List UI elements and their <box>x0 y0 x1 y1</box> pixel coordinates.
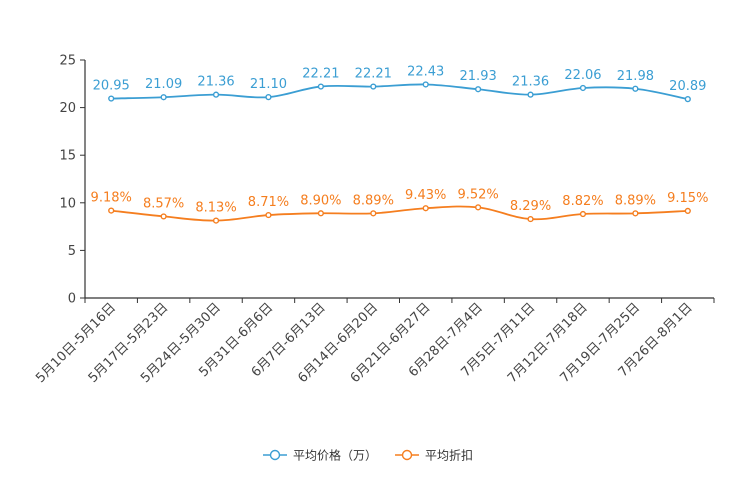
y-tick-label: 5 <box>68 244 76 259</box>
y-tick-label: 0 <box>68 292 76 307</box>
y-tick-label: 25 <box>59 54 76 69</box>
legend-item-1[interactable]: 平均价格（万） <box>263 448 377 463</box>
legend-label: 平均价格（万） <box>293 448 377 463</box>
legend-label: 平均折扣 <box>425 448 473 463</box>
data-label: 22.21 <box>302 67 339 82</box>
data-point[interactable] <box>684 207 691 214</box>
data-point[interactable] <box>475 204 482 211</box>
data-label: 8.82% <box>562 194 603 209</box>
data-label: 21.36 <box>512 75 549 90</box>
legend[interactable]: 平均价格（万） 平均折扣 <box>263 448 473 463</box>
data-point[interactable] <box>422 81 429 88</box>
data-point[interactable] <box>579 210 587 218</box>
data-label: 21.98 <box>617 69 654 84</box>
data-point[interactable] <box>317 210 324 217</box>
data-label: 8.90% <box>300 193 341 208</box>
data-label: 8.57% <box>143 196 184 211</box>
legend-marker-icon <box>401 449 413 461</box>
y-tick-label: 20 <box>59 101 76 116</box>
y-tick-label: 10 <box>59 196 76 211</box>
data-label: 22.21 <box>355 67 392 82</box>
series-layer: 20.95 21.09 21.36 21.10 22.21 22.21 22.43 21.93… <box>91 64 708 224</box>
data-point[interactable] <box>212 91 220 98</box>
data-label: 21.36 <box>197 75 234 90</box>
data-label: 21.10 <box>250 77 287 92</box>
series-1: 20.95 21.09 21.36 21.10 22.21 22.21 22.43 21.93… <box>93 64 706 103</box>
series-line <box>111 83 688 101</box>
legend-marker-icon <box>269 449 281 461</box>
data-point[interactable] <box>160 213 167 220</box>
data-label: 8.71% <box>248 195 289 210</box>
data-point[interactable] <box>475 86 482 93</box>
y-tick-label: 15 <box>59 149 76 164</box>
data-point[interactable] <box>632 210 639 217</box>
data-label: 21.93 <box>460 69 497 84</box>
legend-item-2[interactable]: 平均折扣 <box>395 448 473 463</box>
data-label: 8.29% <box>510 199 551 214</box>
series-line <box>111 205 688 222</box>
data-point[interactable] <box>317 83 324 90</box>
data-label: 9.18% <box>91 191 132 206</box>
data-label: 21.09 <box>145 77 182 92</box>
data-label: 9.15% <box>667 191 708 206</box>
data-label: 20.95 <box>93 79 130 94</box>
data-point[interactable] <box>108 207 115 214</box>
data-point[interactable] <box>265 211 272 219</box>
data-label: 8.89% <box>353 193 394 208</box>
data-point[interactable] <box>632 85 639 92</box>
data-point[interactable] <box>212 217 220 224</box>
data-point[interactable] <box>370 210 377 217</box>
data-label: 8.13% <box>195 201 236 216</box>
data-point[interactable] <box>579 84 587 92</box>
data-point[interactable] <box>684 96 691 103</box>
data-label: 22.06 <box>564 68 601 83</box>
data-label: 9.52% <box>457 187 498 202</box>
data-point[interactable] <box>160 94 167 101</box>
data-point[interactable] <box>265 94 272 101</box>
data-point[interactable] <box>527 215 534 223</box>
data-point[interactable] <box>108 95 115 102</box>
data-label: 9.43% <box>405 188 446 203</box>
data-point[interactable] <box>527 91 534 98</box>
data-label: 22.43 <box>407 64 444 79</box>
series-2: 9.18% 8.57% 8.13% 8.71% 8.90% 8.89% 9.43% 9.52%… <box>91 187 708 224</box>
axes: 05101520255月10日-5月16日5月17日-5月23日5月24日-5月… <box>33 54 715 386</box>
data-label: 20.89 <box>669 79 706 94</box>
data-point[interactable] <box>422 205 429 212</box>
data-label: 8.89% <box>615 193 656 208</box>
data-point[interactable] <box>370 83 377 90</box>
